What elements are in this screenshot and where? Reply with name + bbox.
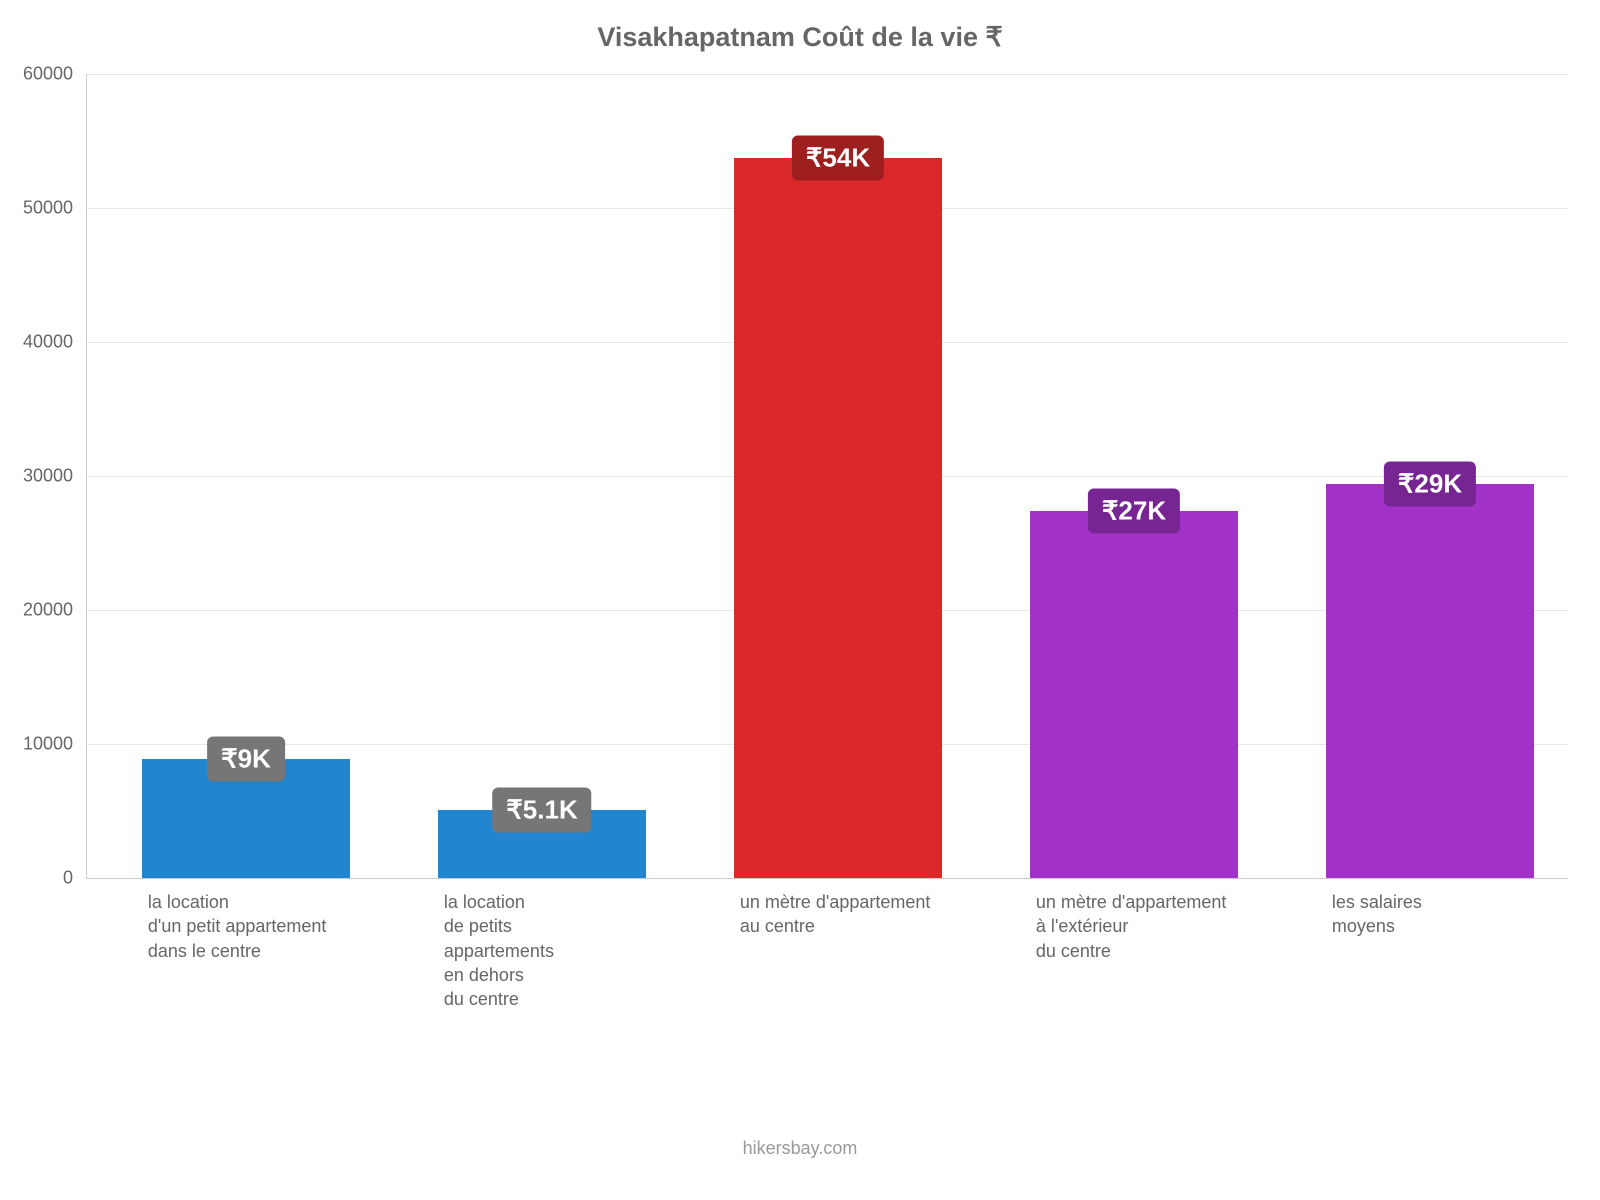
bar-avg-salary [1326, 484, 1534, 878]
y-tick-label: 50000 [23, 198, 87, 219]
x-label-avg-salary: les salaires moyens [1332, 878, 1600, 939]
chart-title: Visakhapatnam Coût de la vie ₹ [0, 22, 1600, 53]
value-badge-sqm-outside: ₹27K [1088, 488, 1180, 533]
value-badge-rent-small-center: ₹9K [207, 736, 285, 781]
y-tick-label: 40000 [23, 332, 87, 353]
x-label-sqm-outside: un mètre d'appartement à l'extérieur du … [1036, 878, 1310, 963]
value-badge-sqm-center: ₹54K [792, 136, 884, 181]
attribution: hikersbay.com [0, 1138, 1600, 1159]
y-tick-label: 30000 [23, 466, 87, 487]
value-badge-rent-small-outside: ₹5.1K [492, 787, 591, 832]
gridline [87, 74, 1568, 75]
bar-sqm-center [734, 158, 942, 878]
y-tick-label: 0 [63, 868, 87, 889]
x-label-rent-small-center: la location d'un petit appartement dans … [148, 878, 422, 963]
chart-stage: Visakhapatnam Coût de la vie ₹ 010000200… [0, 0, 1600, 1200]
y-tick-label: 60000 [23, 64, 87, 85]
x-label-rent-small-outside: la location de petits appartements en de… [444, 878, 718, 1011]
y-tick-label: 20000 [23, 600, 87, 621]
bar-sqm-outside [1030, 511, 1238, 878]
x-label-sqm-center: un mètre d'appartement au centre [740, 878, 1014, 939]
value-badge-avg-salary: ₹29K [1384, 462, 1476, 507]
plot-area: 0100002000030000400005000060000₹9Kla loc… [86, 74, 1568, 879]
y-tick-label: 10000 [23, 734, 87, 755]
